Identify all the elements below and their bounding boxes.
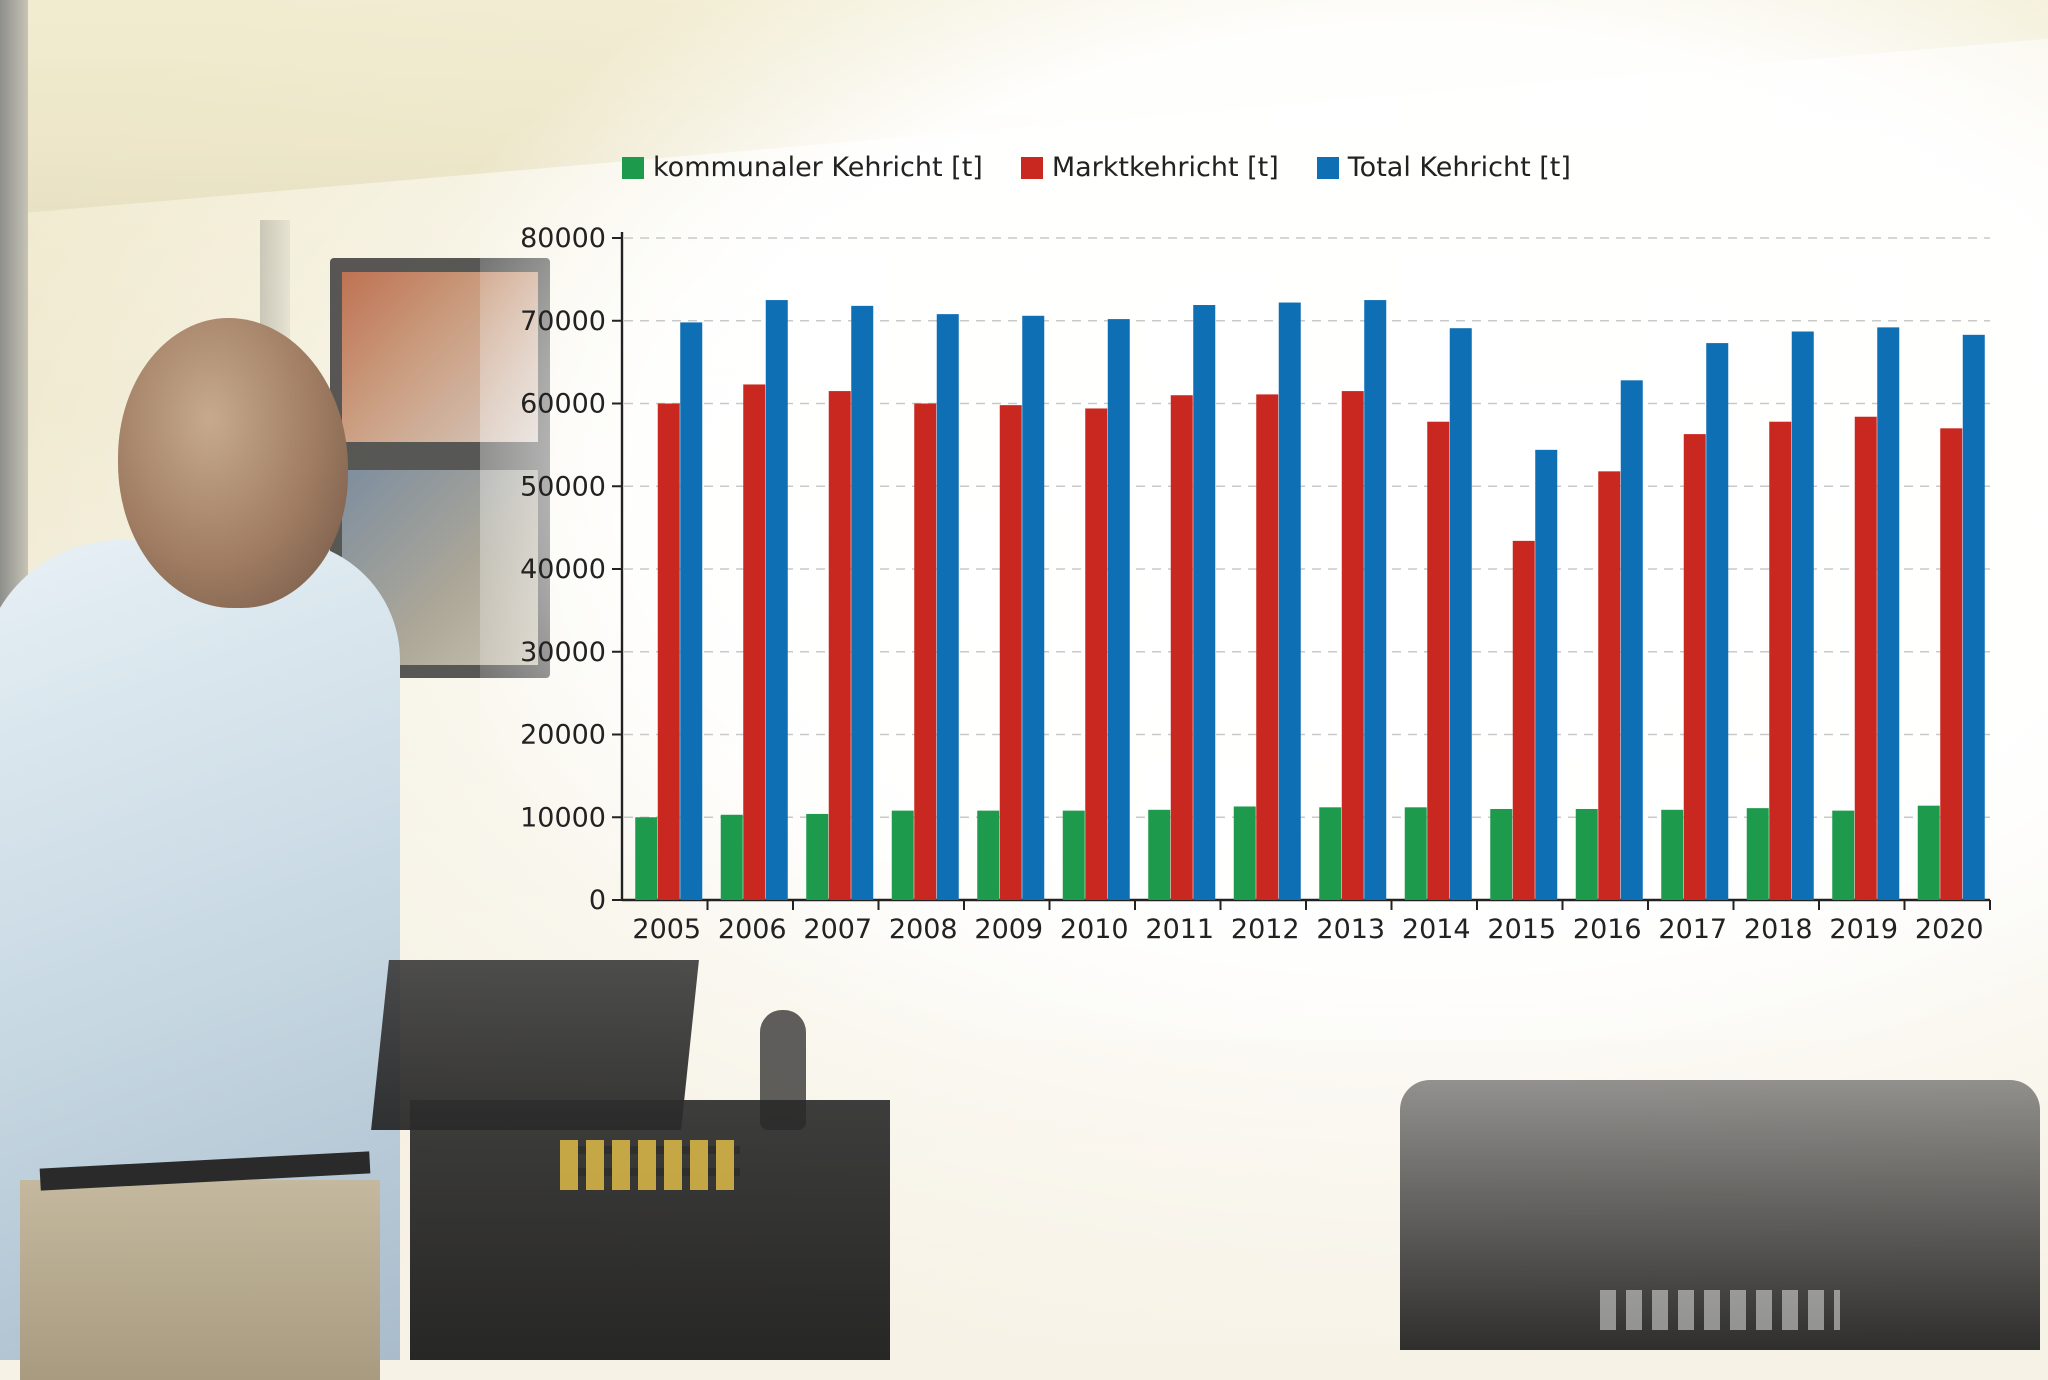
bar-kommunaler-2008 [891,810,914,900]
bar-kommunaler-2017 [1661,809,1684,900]
bar-total-2012 [1278,302,1301,900]
bar-total-2018 [1791,331,1814,900]
x-tick-label: 2015 [1487,914,1556,945]
bar-total-2013 [1364,300,1387,900]
bar-kommunaler-2020 [1917,805,1940,900]
bar-total-2019 [1877,327,1900,900]
bar-kommunaler-2014 [1404,807,1427,900]
chart-legend: kommunaler Kehricht [t] Marktkehricht [t… [622,152,1571,183]
bar-kommunaler-2006 [720,814,743,900]
legend-item-kommunaler: kommunaler Kehricht [t] [622,152,983,183]
bar-marktkehricht-2019 [1854,416,1877,900]
x-tick-label: 2020 [1915,914,1984,945]
x-tick-label: 2008 [889,914,958,945]
y-tick-label: 40000 [520,554,606,585]
x-tick-label: 2019 [1829,914,1898,945]
legend-item-total: Total Kehricht [t] [1316,152,1571,183]
bar-total-2011 [1193,305,1216,901]
bar-total-2009 [1022,315,1045,900]
bar-marktkehricht-2013 [1341,391,1364,900]
bar-total-2020 [1962,334,1985,900]
bar-total-2010 [1107,319,1130,901]
bar-marktkehricht-2012 [1256,394,1279,900]
bar-marktkehricht-2007 [828,391,851,900]
bar-total-2016 [1620,380,1643,901]
bar-kommunaler-2018 [1746,808,1769,900]
x-tick-label: 2017 [1658,914,1727,945]
bar-marktkehricht-2008 [914,403,937,900]
bar-kommunaler-2012 [1233,806,1256,900]
bar-kommunaler-2019 [1832,810,1855,900]
x-tick-label: 2014 [1402,914,1471,945]
y-tick-label: 80000 [520,223,606,254]
bar-total-2015 [1535,449,1558,900]
bar-marktkehricht-2018 [1769,421,1792,900]
x-tick-label: 2009 [974,914,1043,945]
bar-kommunaler-2016 [1575,808,1598,900]
y-tick-label: 0 [589,885,606,916]
y-tick-label: 70000 [520,306,606,337]
bar-total-2006 [765,300,788,900]
bar-marktkehricht-2014 [1427,421,1450,900]
y-tick-label: 60000 [520,389,606,420]
x-tick-label: 2005 [632,914,701,945]
bar-kommunaler-2013 [1319,807,1342,900]
bar-total-2017 [1706,343,1729,900]
console-keypad [560,1140,740,1190]
legend-label: Total Kehricht [t] [1347,152,1571,183]
bar-kommunaler-2015 [1490,808,1513,900]
bar-chart: 0 10000 20000 30000 40000 50000 60000 70000 8000… [520,223,1991,945]
bar-total-2007 [851,305,874,901]
bar-kommunaler-2007 [806,813,829,900]
operator-head [118,318,348,608]
x-tick-label: 2006 [718,914,787,945]
bar-marktkehricht-2010 [1085,408,1108,900]
pillar [0,0,28,640]
bar-kommunaler-2005 [635,817,658,900]
bar-marktkehricht-2005 [657,403,680,900]
bar-marktkehricht-2016 [1598,471,1621,900]
bar-total-2014 [1449,328,1472,900]
bar-total-2005 [680,322,703,900]
legend-item-markt: Marktkehricht [t] [1020,152,1279,183]
bar-kommunaler-2009 [977,810,1000,900]
y-tick-label: 50000 [520,471,606,502]
legend-swatch-red [1020,156,1043,179]
x-tick-label: 2011 [1145,914,1214,945]
bar-marktkehricht-2011 [1170,395,1193,900]
x-tick-label: 2012 [1231,914,1300,945]
bar-marktkehricht-2020 [1940,428,1963,900]
y-tick-label: 30000 [520,637,606,668]
x-tick-label: 2007 [803,914,872,945]
bar-kommunaler-2011 [1148,809,1171,900]
x-tick-label: 2010 [1060,914,1129,945]
y-tick-label: 10000 [520,802,606,833]
x-tick-label: 2018 [1744,914,1813,945]
console-right-keypad [1600,1290,1840,1330]
bar-marktkehricht-2017 [1683,434,1706,900]
bar-kommunaler-2010 [1062,810,1085,900]
legend-swatch-green [622,156,644,179]
bar-total-2008 [936,314,959,900]
x-tick-label: 2013 [1316,914,1385,945]
bar-marktkehricht-2009 [999,405,1022,900]
y-tick-label: 20000 [520,720,606,751]
bar-marktkehricht-2006 [743,384,766,900]
legend-swatch-blue [1316,156,1339,179]
legend-label: Marktkehricht [t] [1051,152,1279,183]
bar-marktkehricht-2015 [1512,540,1535,900]
x-tick-label: 2016 [1573,914,1642,945]
legend-label: kommunaler Kehricht [t] [653,152,983,183]
